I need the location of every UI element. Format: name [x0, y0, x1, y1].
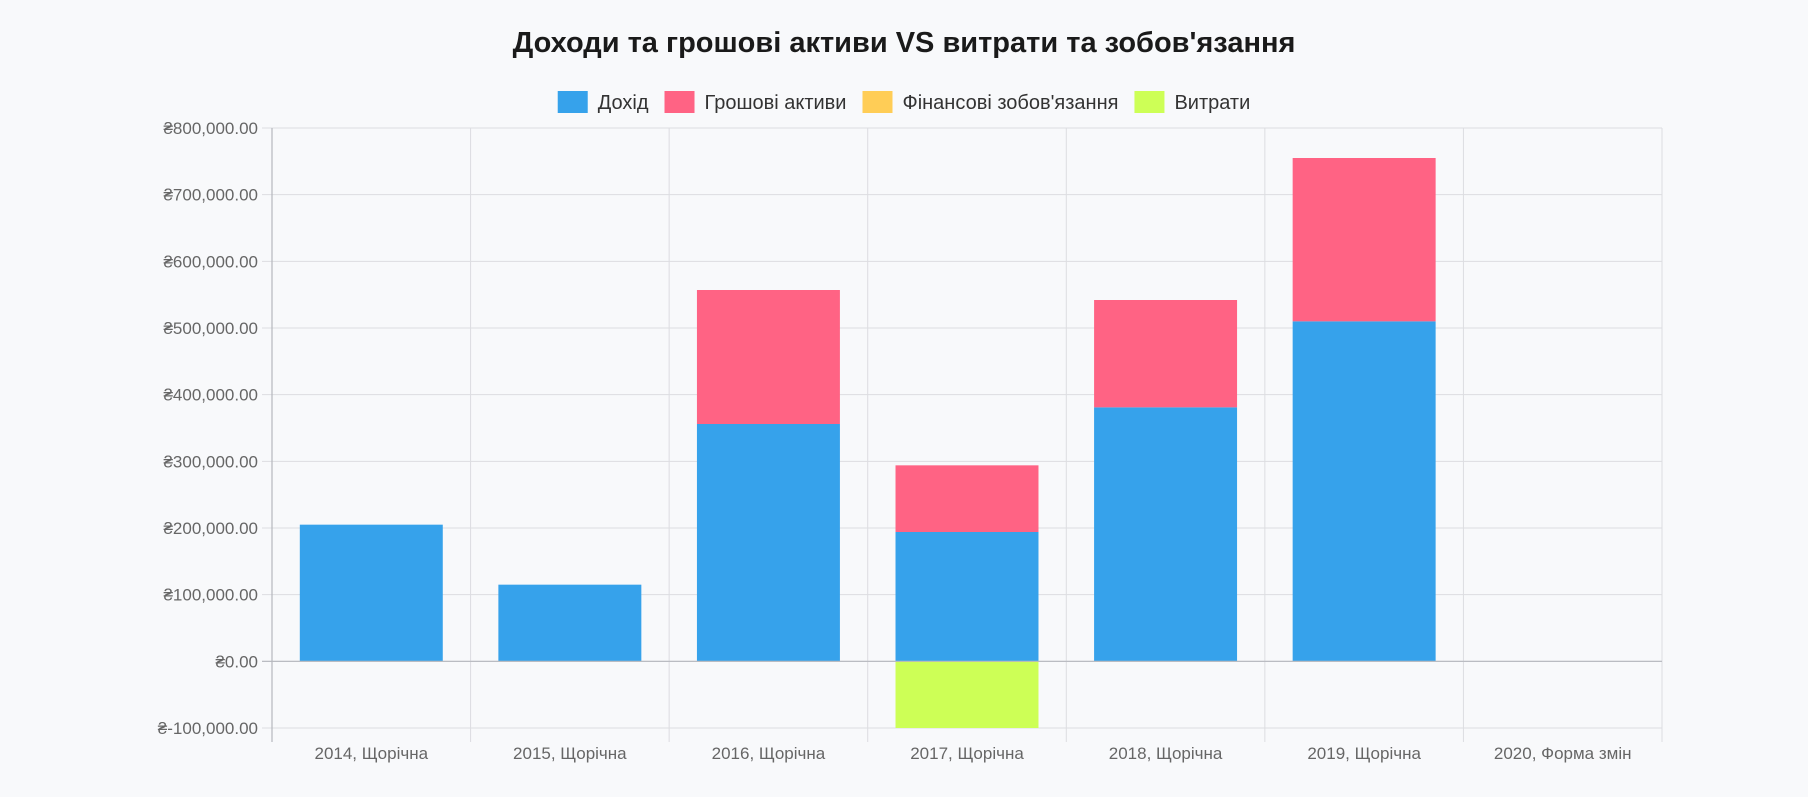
- x-tick-label: 2016, Щорічна: [712, 744, 826, 763]
- chart-axes: [262, 128, 1662, 742]
- y-tick-label: ₴700,000.00: [163, 186, 258, 205]
- legend-swatch: [1134, 91, 1165, 113]
- y-tick-label: ₴-100,000.00: [158, 719, 258, 738]
- x-tick-label: 2017, Щорічна: [910, 744, 1024, 763]
- y-tick-label: ₴100,000.00: [163, 586, 258, 605]
- legend-swatch: [664, 91, 695, 113]
- y-tick-label: ₴500,000.00: [163, 319, 258, 338]
- bar-дохід-2014-щорічна[interactable]: [299, 524, 443, 662]
- legend-item-дохід[interactable]: Дохід: [557, 91, 649, 114]
- legend-label: Грошові активи: [705, 92, 847, 114]
- bar-грошові-активи-2017-щорічна[interactable]: [895, 465, 1039, 532]
- x-tick-label: 2015, Щорічна: [513, 744, 627, 763]
- bar-дохід-2015-щорічна[interactable]: [498, 584, 642, 662]
- legend-item-грошові-активи[interactable]: Грошові активи: [664, 91, 847, 114]
- chart-bars: [299, 158, 1436, 728]
- y-tick-label: ₴600,000.00: [163, 252, 258, 271]
- legend-item-фінансові-зобов-язання[interactable]: Фінансові зобов'язання: [862, 91, 1118, 114]
- bar-дохід-2017-щорічна[interactable]: [895, 532, 1039, 662]
- legend-label: Витрати: [1174, 92, 1250, 114]
- legend-label: Фінансові зобов'язання: [902, 92, 1118, 114]
- legend-item-витрати[interactable]: Витрати: [1134, 91, 1250, 114]
- y-tick-label: ₴800,000.00: [163, 119, 258, 138]
- legend-swatch: [557, 91, 588, 113]
- chart-title: Доходи та грошові активи VS витрати та з…: [513, 27, 1296, 59]
- x-tick-label: 2019, Щорічна: [1307, 744, 1421, 763]
- bar-витрати-2017-щорічна[interactable]: [895, 661, 1039, 728]
- x-axis-labels: 2014, Щорічна 2015, Щорічна 2016, Щорічна 2…: [314, 744, 1631, 763]
- x-tick-label: 2014, Щорічна: [314, 744, 428, 763]
- y-tick-label: ₴0.00: [215, 652, 258, 671]
- bar-дохід-2019-щорічна[interactable]: [1292, 321, 1436, 662]
- y-axis-labels: ₴800,000.00 ₴700,000.00 ₴600,000.00 ₴500,00…: [158, 119, 258, 738]
- bar-дохід-2018-щорічна[interactable]: [1094, 407, 1238, 662]
- bar-грошові-активи-2018-щорічна[interactable]: [1094, 300, 1238, 408]
- bar-грошові-активи-2019-щорічна[interactable]: [1292, 158, 1436, 322]
- legend-label: Дохід: [598, 92, 649, 114]
- y-tick-label: ₴200,000.00: [163, 519, 258, 538]
- y-tick-label: ₴300,000.00: [163, 452, 258, 471]
- bar-грошові-активи-2016-щорічна[interactable]: [696, 290, 840, 424]
- legend-swatch: [862, 91, 893, 113]
- x-tick-label: 2020, Форма змін: [1494, 744, 1632, 763]
- chart-legend: Дохід Грошові активи Фінансові зобов'язанн…: [557, 91, 1250, 114]
- y-tick-label: ₴400,000.00: [163, 386, 258, 405]
- bar-дохід-2016-щорічна[interactable]: [696, 424, 840, 662]
- x-tick-label: 2018, Щорічна: [1109, 744, 1223, 763]
